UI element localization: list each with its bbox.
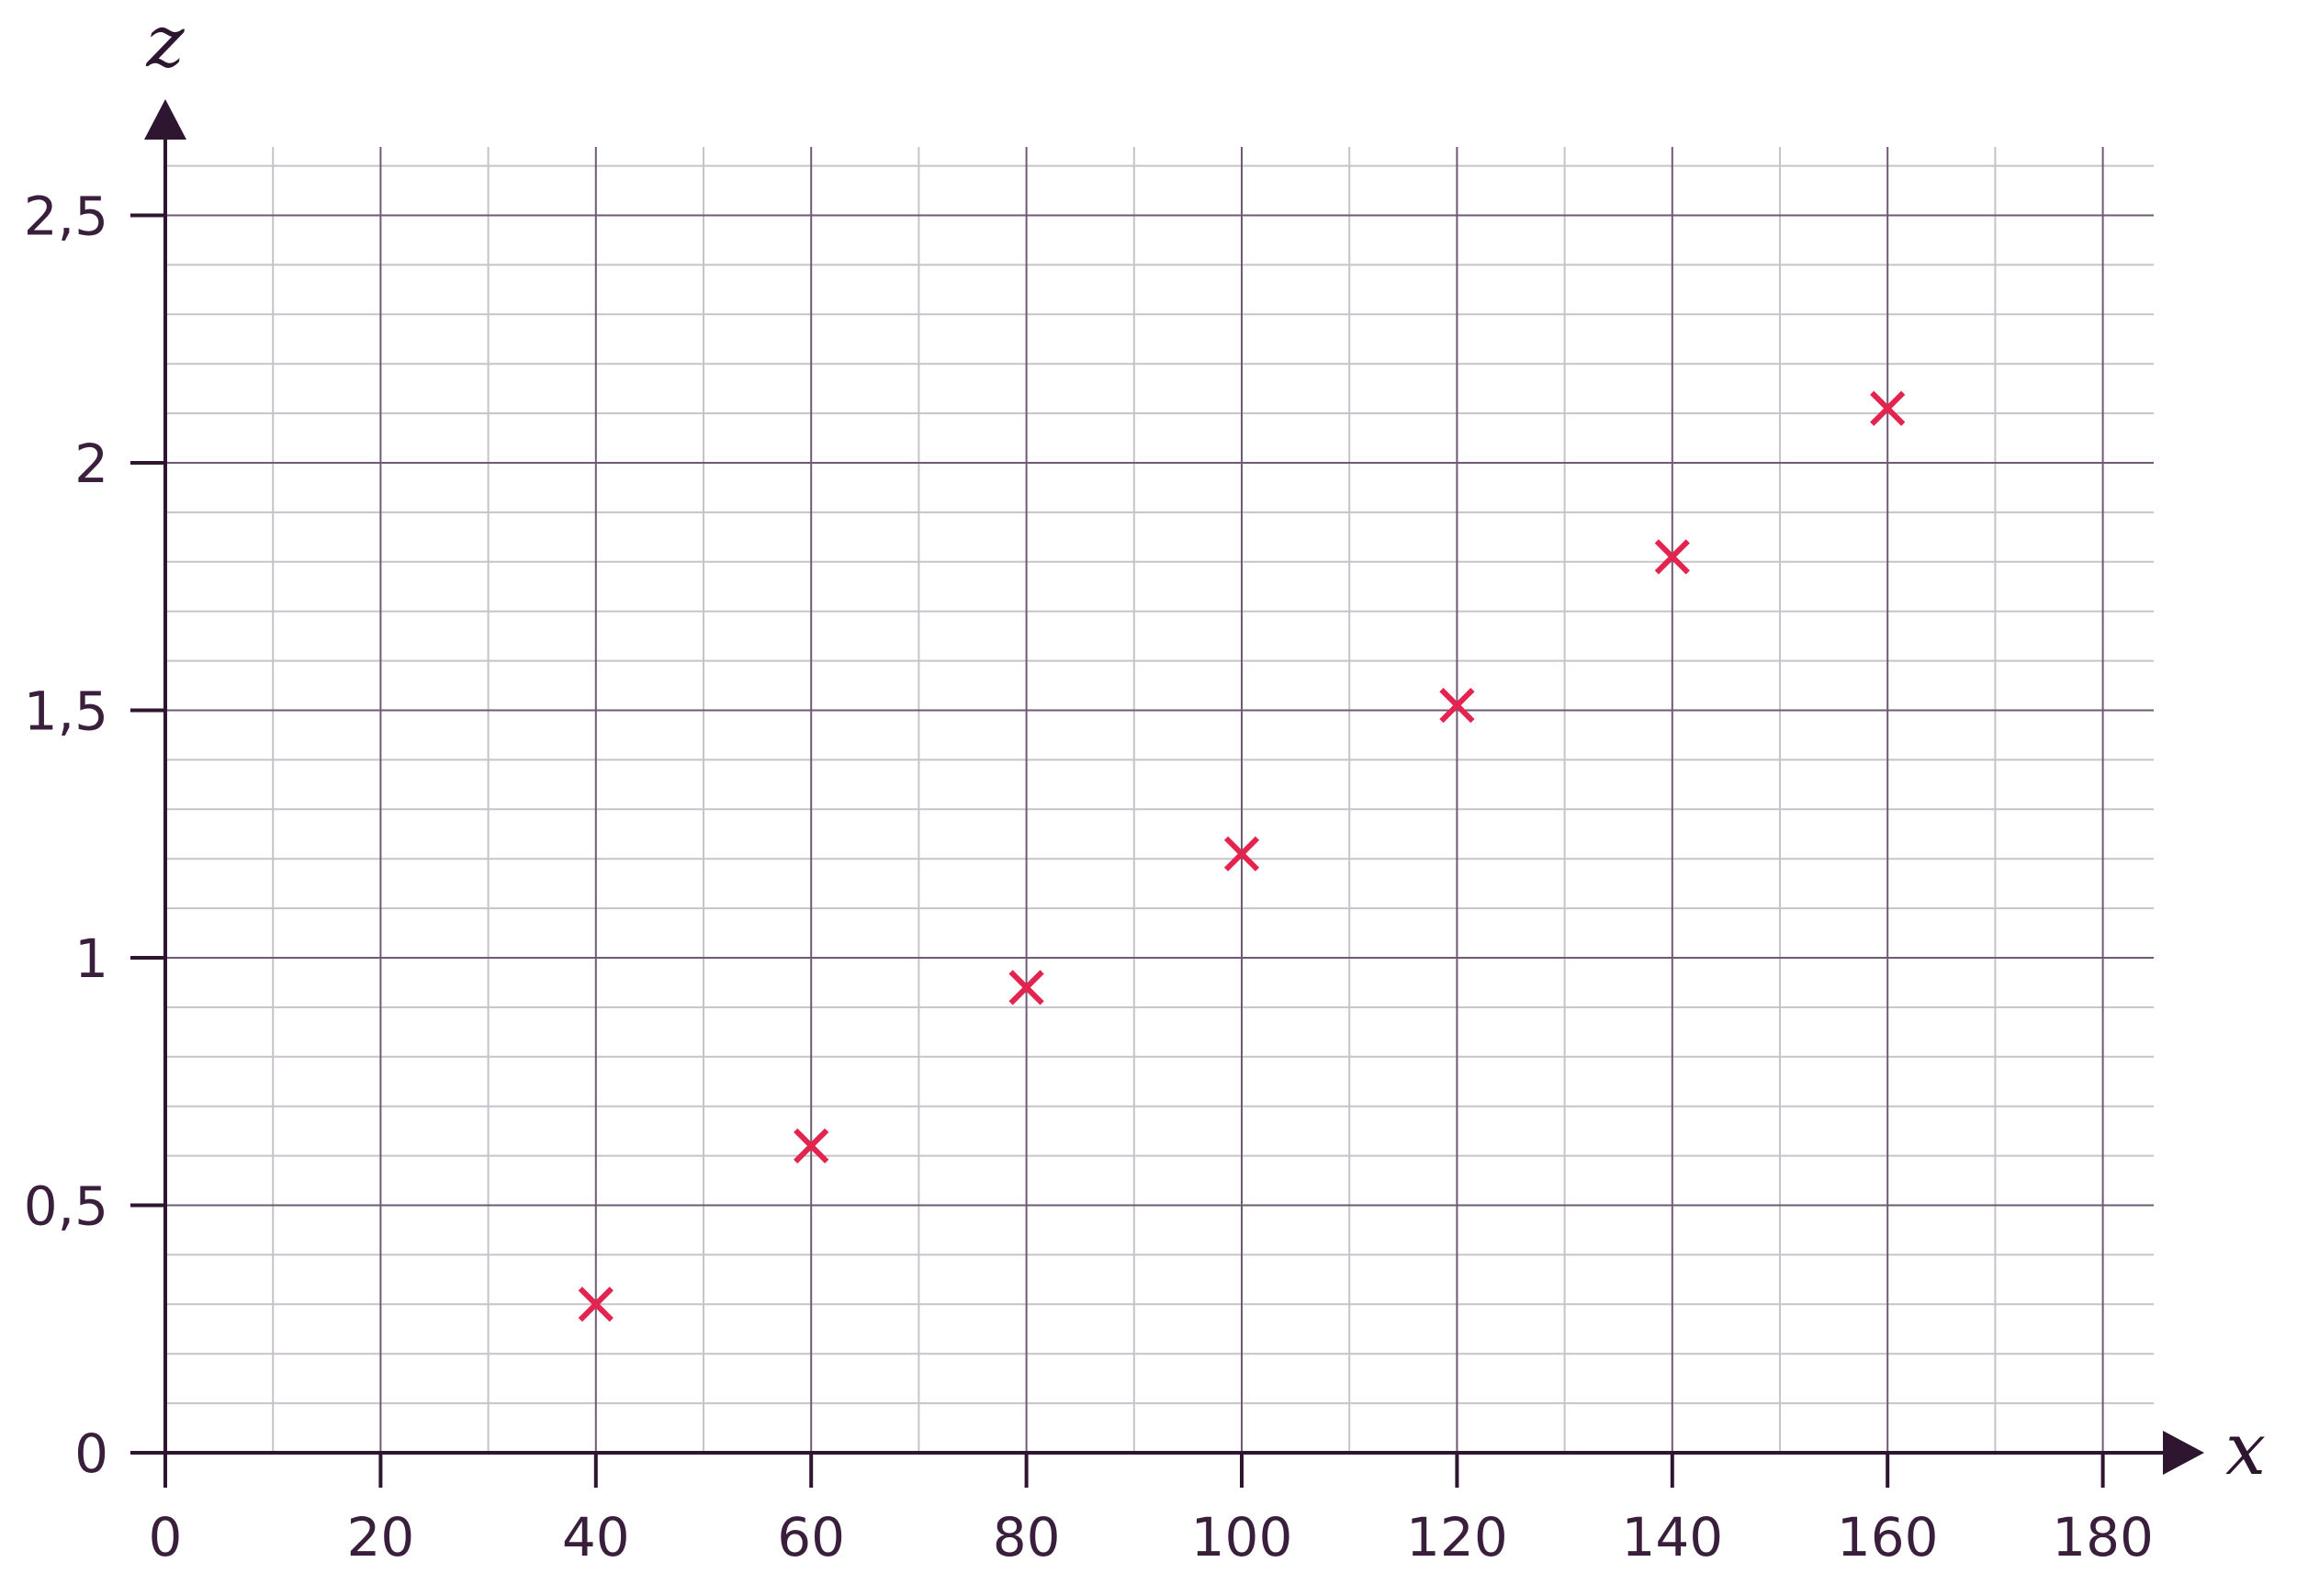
x-tick-label: 0: [149, 1506, 183, 1568]
x-tick-label: 120: [1406, 1506, 1508, 1568]
data-point: [578, 1287, 614, 1322]
data-point: [794, 1128, 829, 1163]
y-tick-label: 1,5: [24, 680, 108, 743]
y-tick-label: 0,5: [24, 1175, 108, 1238]
data-point-stroke: [1008, 970, 1044, 1006]
y-axis-arrow: [144, 99, 186, 140]
x-axis-label: x: [2225, 1409, 2266, 1491]
y-tick-label: 1: [74, 927, 108, 990]
data-points: [578, 390, 1906, 1322]
x-tick-label: 20: [346, 1506, 414, 1568]
data-point-stroke: [1870, 390, 1906, 426]
minor-grid: [165, 147, 2154, 1453]
x-tick-label: 140: [1621, 1506, 1723, 1568]
data-point: [1654, 539, 1690, 575]
x-tick-label: 100: [1191, 1506, 1293, 1568]
y-tick-label: 0: [74, 1422, 108, 1485]
x-tick-label: 40: [562, 1506, 630, 1568]
y-axis-label: z: [145, 1, 185, 84]
data-point-stroke: [578, 1287, 614, 1322]
x-axis-arrow: [2163, 1431, 2204, 1475]
tick-marks: [130, 213, 2105, 1488]
data-point: [1223, 836, 1260, 871]
axes: [144, 99, 2204, 1488]
data-point-stroke: [794, 1128, 829, 1163]
data-point: [1008, 970, 1044, 1006]
major-grid: [165, 147, 2154, 1453]
x-tick-label: 160: [1837, 1506, 1939, 1568]
y-tick-label: 2,5: [24, 185, 108, 248]
data-point-stroke: [1223, 836, 1260, 871]
tick-labels: 0 20 40 60 80 100 120 140 160 180 0 0,5 1 1,5 2 2,5: [24, 185, 2154, 1569]
y-tick-label: 2: [74, 433, 108, 495]
data-point-stroke: [1439, 687, 1475, 724]
data-point: [1870, 390, 1906, 426]
data-point: [1439, 687, 1475, 724]
x-tick-label: 60: [777, 1506, 845, 1568]
data-point-stroke: [1654, 539, 1690, 575]
x-tick-label: 180: [2052, 1506, 2154, 1568]
x-tick-label: 80: [993, 1506, 1061, 1568]
